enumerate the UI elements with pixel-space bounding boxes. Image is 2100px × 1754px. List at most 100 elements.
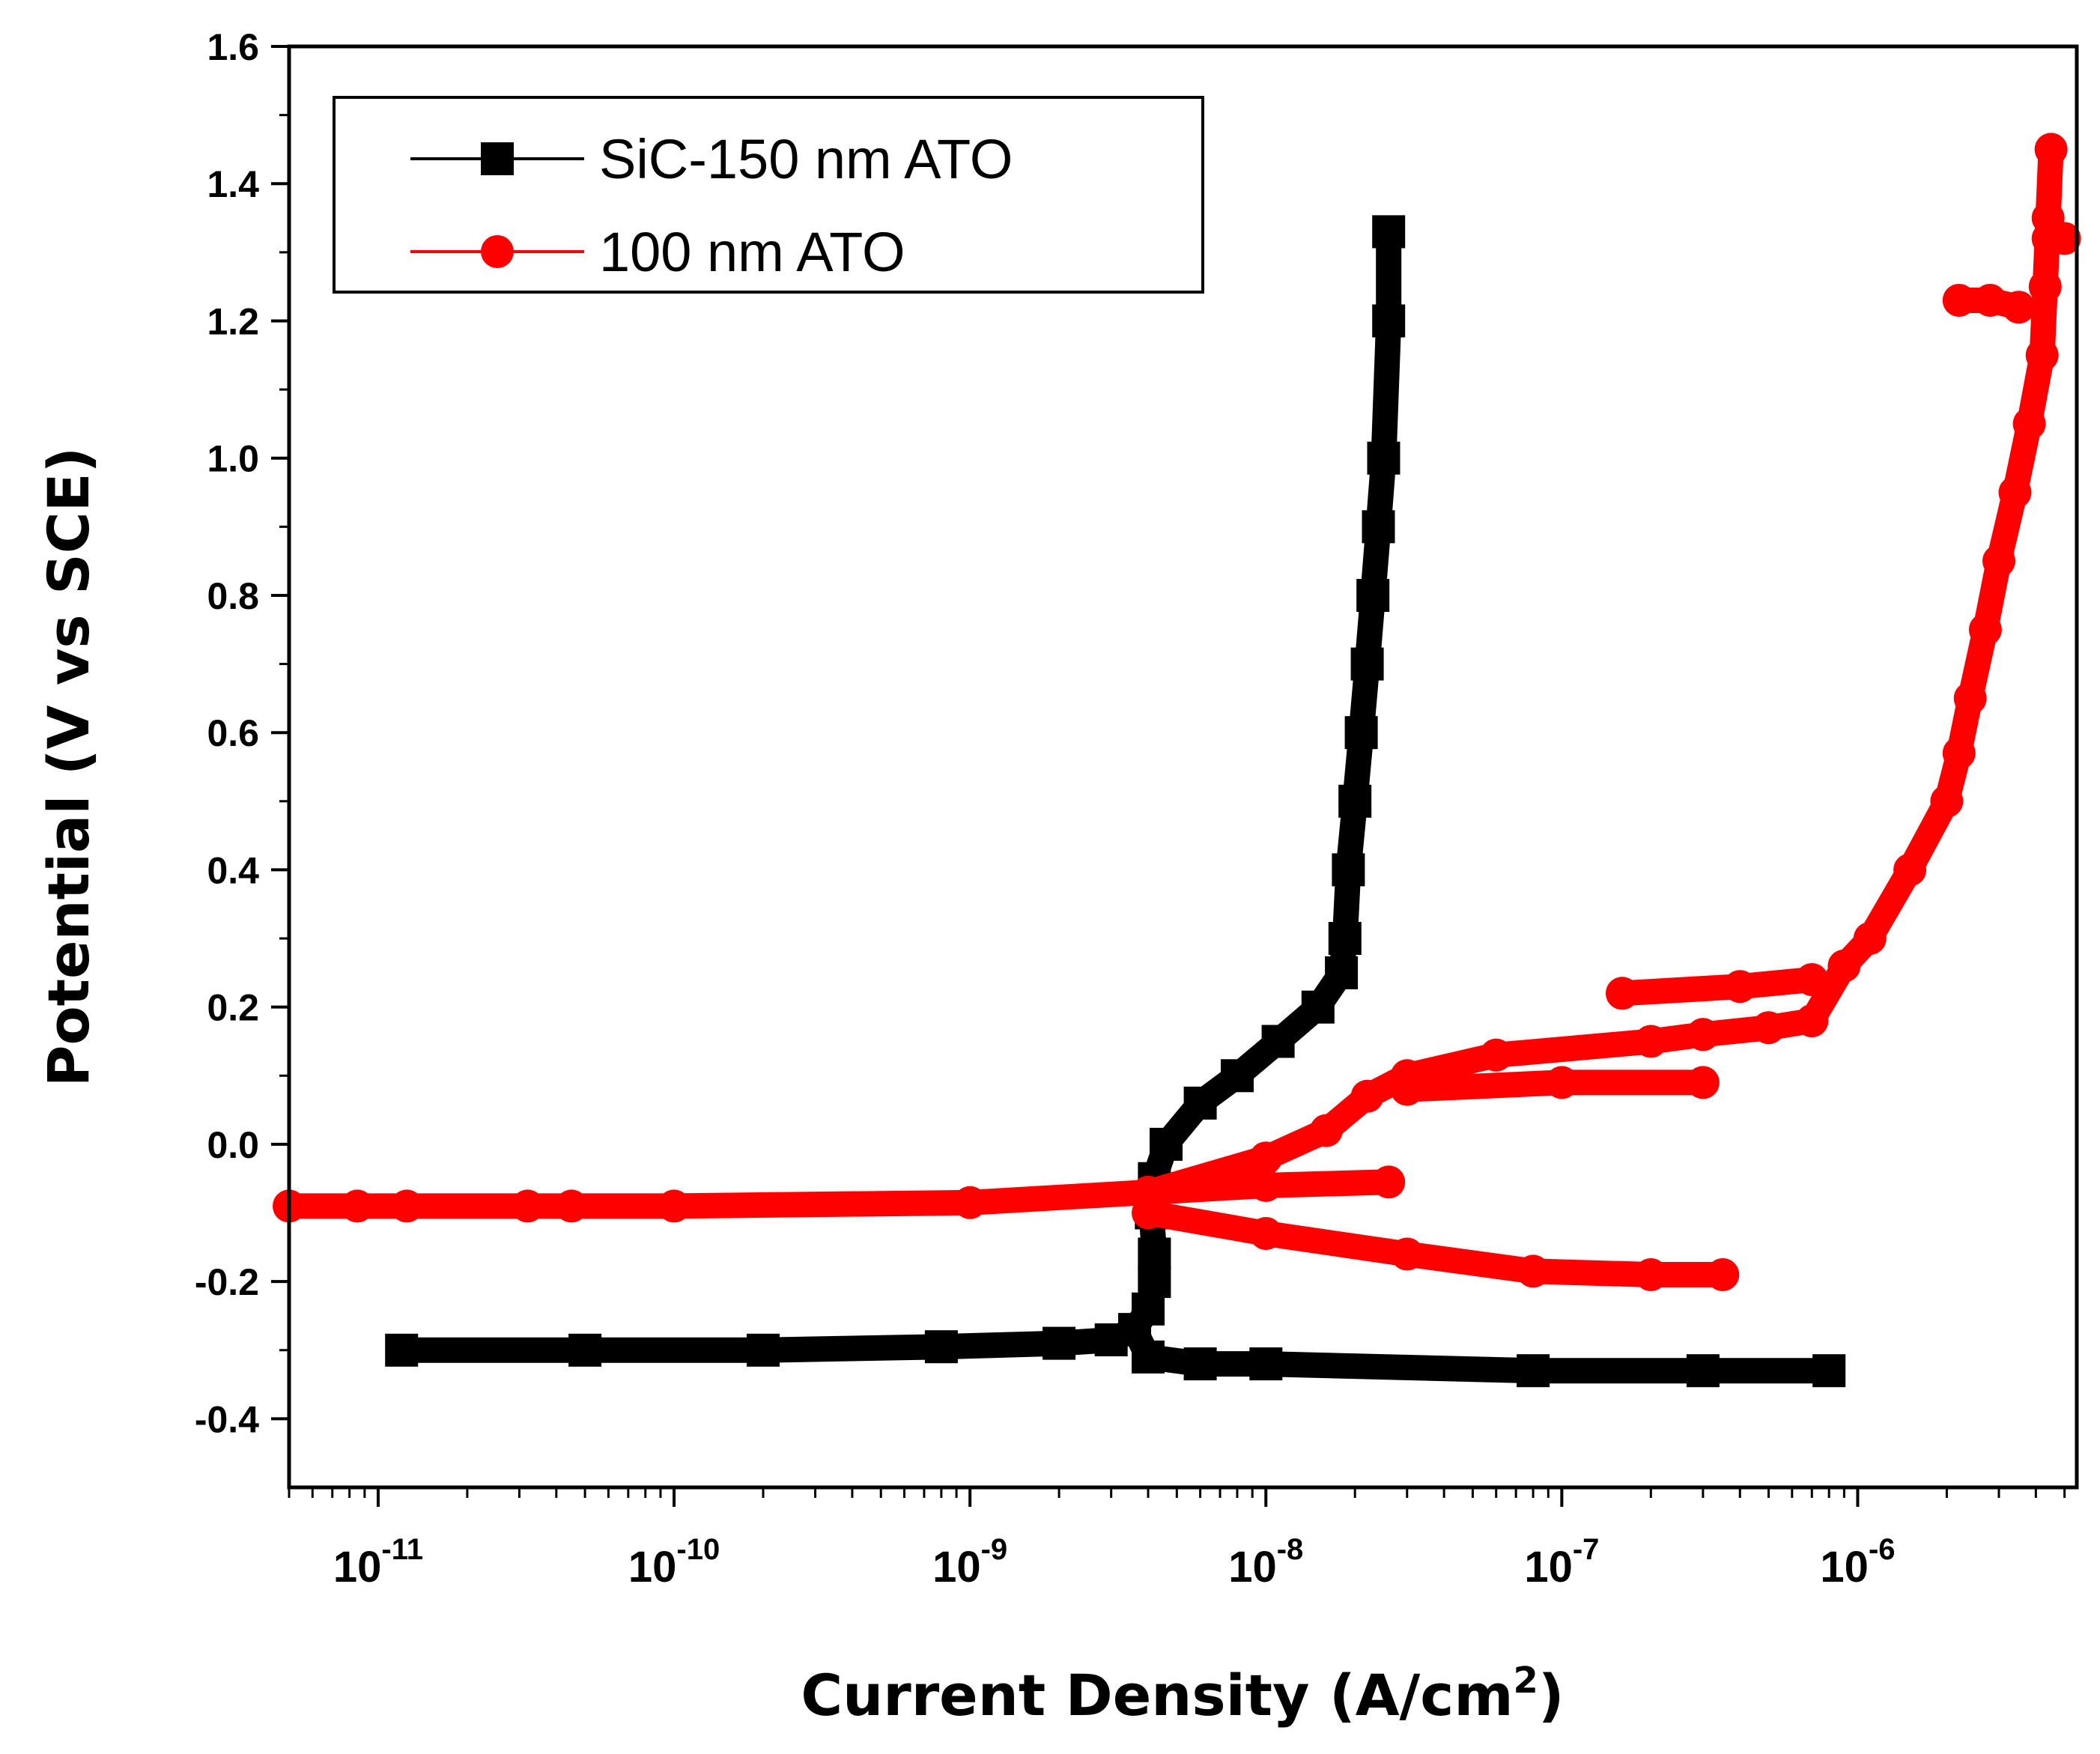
data-point bbox=[1328, 922, 1362, 955]
data-point bbox=[1138, 1237, 1171, 1271]
data-point bbox=[953, 1186, 987, 1219]
legend-label-sic-150: SiC-150 nm ATO bbox=[599, 128, 1013, 190]
data-point bbox=[1706, 1258, 1740, 1291]
y-tick-label: 0.0 bbox=[207, 1124, 259, 1166]
x-tick-label: 10-10 bbox=[628, 1533, 720, 1591]
y-tick-label: 1.6 bbox=[207, 26, 259, 68]
series-100-nm-ato bbox=[273, 133, 2081, 1291]
data-point bbox=[1183, 1347, 1217, 1381]
x-tick-label: 10-11 bbox=[333, 1533, 423, 1591]
data-point bbox=[1372, 215, 1406, 249]
data-point bbox=[1356, 579, 1390, 612]
legend-box bbox=[333, 96, 1204, 294]
y-tick-label: -0.4 bbox=[195, 1398, 259, 1440]
data-point bbox=[1132, 1176, 1165, 1209]
data-point bbox=[2025, 339, 2059, 372]
data-point bbox=[1132, 1292, 1165, 1326]
data-point bbox=[1043, 1326, 1076, 1360]
legend-label-100nm: 100 nm ATO bbox=[599, 221, 905, 283]
series-layer bbox=[273, 133, 2081, 1388]
data-point bbox=[1812, 1354, 1846, 1388]
data-point bbox=[1942, 736, 1976, 770]
data-point bbox=[1390, 1072, 1424, 1106]
x-tick-label: 10-6 bbox=[1820, 1533, 1895, 1591]
data-point bbox=[1332, 853, 1365, 887]
data-point bbox=[1982, 544, 2015, 578]
y-tick-label: 1.0 bbox=[207, 438, 259, 480]
data-point bbox=[568, 1333, 602, 1367]
y-tick-label: 0.4 bbox=[207, 849, 259, 891]
x-tick-label: 10-8 bbox=[1228, 1533, 1303, 1591]
data-point bbox=[1338, 784, 1372, 818]
x-tick-labels: 10-11 10-10 10-9 10-8 10-7 10-6 bbox=[333, 1533, 1896, 1591]
data-point bbox=[1479, 1038, 1513, 1072]
plot-frame bbox=[287, 44, 2079, 1490]
data-point bbox=[1367, 441, 1400, 475]
data-point bbox=[1795, 1004, 1829, 1037]
y-axis-title: Potential (V vs SCE) bbox=[35, 447, 102, 1087]
data-point bbox=[1827, 949, 1861, 983]
data-point bbox=[511, 1189, 544, 1223]
data-point bbox=[1942, 284, 1976, 317]
data-point bbox=[1723, 970, 1757, 1004]
data-point bbox=[1686, 1018, 1720, 1052]
data-point bbox=[1301, 990, 1335, 1024]
data-point bbox=[1998, 476, 2032, 509]
data-point bbox=[390, 1189, 424, 1223]
data-point bbox=[1752, 1011, 1785, 1045]
data-point bbox=[1350, 647, 1384, 681]
data-point bbox=[2012, 407, 2046, 440]
data-point bbox=[747, 1333, 780, 1367]
data-point bbox=[1973, 284, 2007, 317]
y-tick-label: -0.2 bbox=[195, 1261, 259, 1303]
data-point bbox=[1953, 682, 1987, 715]
data-point bbox=[2048, 222, 2081, 255]
data-point bbox=[924, 1330, 958, 1364]
data-point bbox=[1362, 510, 1395, 544]
data-point bbox=[2002, 291, 2036, 324]
y-tick-label: 1.4 bbox=[207, 163, 259, 205]
y-tick-label: 0.2 bbox=[207, 987, 259, 1029]
data-point bbox=[2028, 270, 2062, 303]
y-tick-labels: -0.4 -0.2 0.0 0.2 0.4 0.6 0.8 1.0 1.2 1.4 1.6 bbox=[195, 26, 259, 1440]
legend-marker-100nm bbox=[481, 235, 514, 268]
y-tick-label: 0.8 bbox=[207, 575, 259, 617]
legend: SiC-150 nm ATO 100 nm ATO bbox=[333, 96, 1204, 294]
data-point bbox=[385, 1333, 419, 1367]
data-point bbox=[1517, 1354, 1550, 1388]
data-point bbox=[1249, 1347, 1283, 1381]
x-tick-label: 10-9 bbox=[932, 1533, 1007, 1591]
data-point bbox=[1372, 1165, 1406, 1199]
data-point bbox=[1686, 1066, 1720, 1099]
data-point bbox=[1634, 1025, 1668, 1058]
legend-marker-sic-150 bbox=[481, 142, 514, 175]
x-axis-title-superscript: 2 bbox=[1514, 1660, 1538, 1702]
data-point bbox=[658, 1189, 691, 1223]
data-point bbox=[1249, 1217, 1283, 1250]
y-tick-label: 1.2 bbox=[207, 300, 259, 342]
data-point bbox=[1344, 716, 1378, 750]
data-point bbox=[555, 1189, 588, 1223]
series-branch bbox=[276, 1169, 1402, 1219]
data-point bbox=[1183, 1086, 1217, 1120]
data-point bbox=[341, 1189, 374, 1223]
x-axis-title: Current Density (A/cm2) bbox=[801, 1660, 1564, 1729]
data-point bbox=[1390, 1237, 1424, 1271]
x-tick-label: 10-7 bbox=[1524, 1533, 1599, 1591]
data-point bbox=[1350, 1079, 1384, 1113]
data-point bbox=[1150, 1127, 1183, 1161]
data-point bbox=[1325, 956, 1359, 989]
data-point bbox=[1249, 1168, 1283, 1202]
data-point bbox=[1930, 784, 1964, 818]
data-point bbox=[1372, 304, 1406, 338]
data-point bbox=[1893, 853, 1927, 887]
data-point bbox=[1606, 977, 1639, 1010]
series-branch bbox=[1609, 967, 1825, 1007]
data-point bbox=[1309, 1114, 1343, 1147]
data-point bbox=[2034, 133, 2068, 166]
data-point bbox=[1261, 1025, 1295, 1058]
data-point bbox=[1249, 1141, 1283, 1175]
data-point bbox=[1853, 922, 1887, 955]
data-point bbox=[1221, 1059, 1254, 1093]
